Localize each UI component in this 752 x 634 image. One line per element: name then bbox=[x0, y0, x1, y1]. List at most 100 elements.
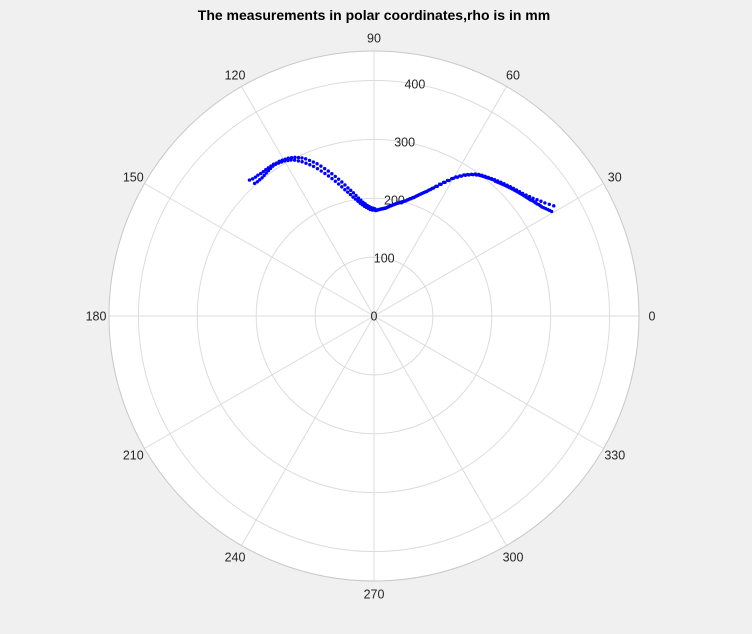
theta-gridline bbox=[373, 86, 507, 317]
data-point bbox=[483, 174, 487, 179]
data-point bbox=[336, 182, 341, 186]
data-point bbox=[264, 168, 268, 172]
data-point bbox=[292, 158, 297, 162]
theta-tick-label: 180 bbox=[86, 310, 107, 324]
data-point bbox=[356, 199, 360, 203]
data-point bbox=[552, 204, 556, 208]
data-point bbox=[250, 177, 255, 181]
data-point bbox=[340, 180, 344, 184]
theta-tick-label: 120 bbox=[225, 69, 246, 83]
rho-tick-label: 400 bbox=[404, 78, 425, 92]
polar-axis-boundary bbox=[108, 50, 640, 582]
data-point bbox=[477, 172, 481, 177]
rho-tick-label: 300 bbox=[394, 136, 415, 150]
data-point bbox=[508, 184, 512, 189]
data-point bbox=[336, 177, 341, 181]
data-point bbox=[489, 176, 494, 181]
data-point bbox=[266, 166, 271, 170]
data-point bbox=[346, 186, 350, 190]
data-point bbox=[330, 172, 334, 176]
data-point bbox=[458, 174, 462, 178]
data-point bbox=[437, 182, 442, 186]
data-point bbox=[345, 190, 350, 194]
data-point bbox=[319, 169, 323, 173]
data-point bbox=[502, 181, 506, 186]
data-point bbox=[269, 164, 273, 168]
data-point bbox=[547, 202, 552, 207]
theta-gridline bbox=[373, 315, 604, 449]
data-point bbox=[349, 188, 353, 193]
data-point bbox=[348, 192, 353, 197]
data-point bbox=[351, 191, 356, 195]
data-point bbox=[353, 197, 358, 201]
data-point bbox=[511, 186, 516, 190]
data-point bbox=[411, 195, 416, 200]
data-point bbox=[333, 174, 337, 179]
data-point bbox=[252, 181, 257, 186]
data-point bbox=[445, 178, 450, 183]
data-point bbox=[524, 193, 528, 197]
data-point bbox=[303, 157, 308, 161]
theta-tick-label: 60 bbox=[506, 69, 520, 83]
data-point bbox=[261, 169, 265, 174]
data-point bbox=[315, 162, 319, 166]
chart-title: The measurements in polar coordinates,rh… bbox=[198, 7, 550, 23]
data-point bbox=[492, 178, 497, 182]
rho-tick-label: 100 bbox=[374, 252, 395, 266]
data-point bbox=[480, 173, 484, 178]
data-point bbox=[315, 166, 320, 171]
data-point bbox=[343, 183, 347, 187]
rho-gridline bbox=[196, 138, 552, 494]
data-point bbox=[283, 157, 287, 161]
data-point bbox=[514, 188, 519, 192]
theta-gridline bbox=[241, 86, 375, 317]
data-point bbox=[262, 173, 266, 178]
data-point bbox=[300, 160, 304, 164]
data-point bbox=[414, 194, 419, 198]
data-point bbox=[340, 185, 344, 189]
data-point bbox=[322, 166, 327, 171]
rho-gridline bbox=[314, 256, 434, 376]
theta-gridline bbox=[373, 315, 507, 546]
data-point bbox=[531, 196, 535, 200]
data-point bbox=[311, 164, 316, 169]
theta-gridline bbox=[373, 183, 604, 317]
theta-tick-label: 30 bbox=[608, 171, 622, 185]
theta-gridline bbox=[144, 315, 375, 449]
data-point bbox=[330, 176, 334, 181]
data-point bbox=[427, 188, 431, 192]
data-point bbox=[505, 183, 509, 187]
data-point bbox=[296, 159, 301, 163]
data-point bbox=[259, 171, 263, 176]
data-point bbox=[257, 178, 262, 182]
data-point bbox=[293, 155, 297, 160]
data-point bbox=[361, 200, 365, 204]
rho-gridline bbox=[255, 197, 493, 435]
data-point bbox=[469, 172, 474, 176]
data-point bbox=[527, 194, 532, 199]
theta-tick-label: 150 bbox=[123, 171, 144, 185]
data-point bbox=[417, 192, 422, 197]
data-point bbox=[539, 199, 543, 203]
data-point bbox=[289, 156, 294, 160]
data-point bbox=[308, 163, 312, 167]
data-point bbox=[441, 180, 446, 184]
data-point bbox=[409, 196, 413, 201]
data-point bbox=[496, 179, 500, 183]
data-point bbox=[473, 172, 477, 176]
data-point bbox=[326, 169, 331, 173]
data-point bbox=[300, 156, 304, 160]
data-point bbox=[434, 184, 438, 189]
data-point bbox=[359, 198, 363, 202]
data-point bbox=[486, 175, 490, 180]
data-point bbox=[253, 175, 258, 179]
theta-tick-label: 90 bbox=[367, 32, 381, 46]
data-point bbox=[274, 161, 279, 165]
data-point bbox=[520, 191, 525, 196]
data-point bbox=[311, 160, 316, 164]
data-point bbox=[333, 179, 338, 183]
data-point bbox=[430, 186, 434, 191]
data-point bbox=[465, 172, 470, 177]
data-point bbox=[266, 168, 271, 173]
theta-tick-label: 240 bbox=[225, 550, 246, 564]
